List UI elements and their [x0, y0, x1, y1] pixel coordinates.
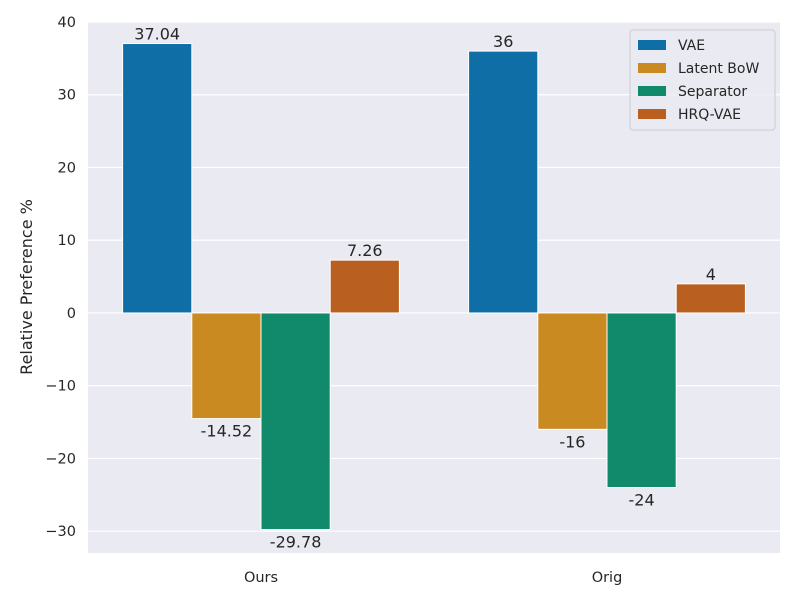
legend-label: Latent BoW: [678, 61, 759, 77]
data-label: 4: [706, 265, 716, 284]
bar-hrq-vae-orig: [675, 283, 746, 314]
bar-vae-ours: [122, 43, 193, 314]
data-label: -29.78: [270, 533, 322, 552]
bar-latent-bow-ours: [191, 312, 262, 420]
y-tick-label: 30: [58, 88, 76, 104]
y-tick-label: 20: [58, 160, 76, 176]
data-label: -24: [629, 491, 655, 510]
bar-latent-bow-orig: [537, 312, 608, 430]
y-tick-label: −10: [45, 379, 76, 395]
legend-box: [629, 29, 776, 131]
data-label: -16: [559, 432, 585, 451]
legend-swatch: [638, 109, 666, 119]
bar-separator-orig: [606, 312, 677, 489]
x-category-label: Ours: [244, 570, 278, 586]
x-category-label: Orig: [592, 570, 623, 586]
legend: VAE Latent BoW Separator HRQ-VAE: [629, 29, 776, 131]
data-label: -14.52: [201, 422, 253, 441]
bar-vae-orig: [468, 50, 539, 314]
y-tick-label: 10: [58, 233, 76, 249]
legend-label: VAE: [678, 38, 705, 54]
legend-swatch: [638, 40, 666, 50]
legend-swatch: [638, 63, 666, 73]
legend-label: Separator: [678, 84, 747, 100]
y-tick-label: 0: [67, 306, 76, 322]
bar-separator-ours: [260, 312, 331, 531]
y-tick-labels: −30 −20 −10 0 10 20 30 40: [45, 15, 76, 540]
data-label: 36: [493, 32, 513, 51]
legend-swatch: [638, 86, 666, 96]
x-category-labels: Ours Orig: [244, 570, 622, 586]
y-tick-label: 40: [58, 15, 76, 31]
y-axis-title: Relative Preference %: [17, 199, 36, 375]
data-label: 7.26: [347, 241, 383, 260]
y-tick-label: −30: [45, 524, 76, 540]
data-labels: 37.04 -14.52 -29.78 7.26 36 -16 -24 4: [134, 25, 716, 552]
legend-label: HRQ-VAE: [678, 107, 741, 123]
bars: [122, 43, 746, 531]
bar-hrq-vae-ours: [329, 259, 400, 314]
y-tick-label: −20: [45, 451, 76, 467]
data-label: 37.04: [134, 25, 180, 44]
